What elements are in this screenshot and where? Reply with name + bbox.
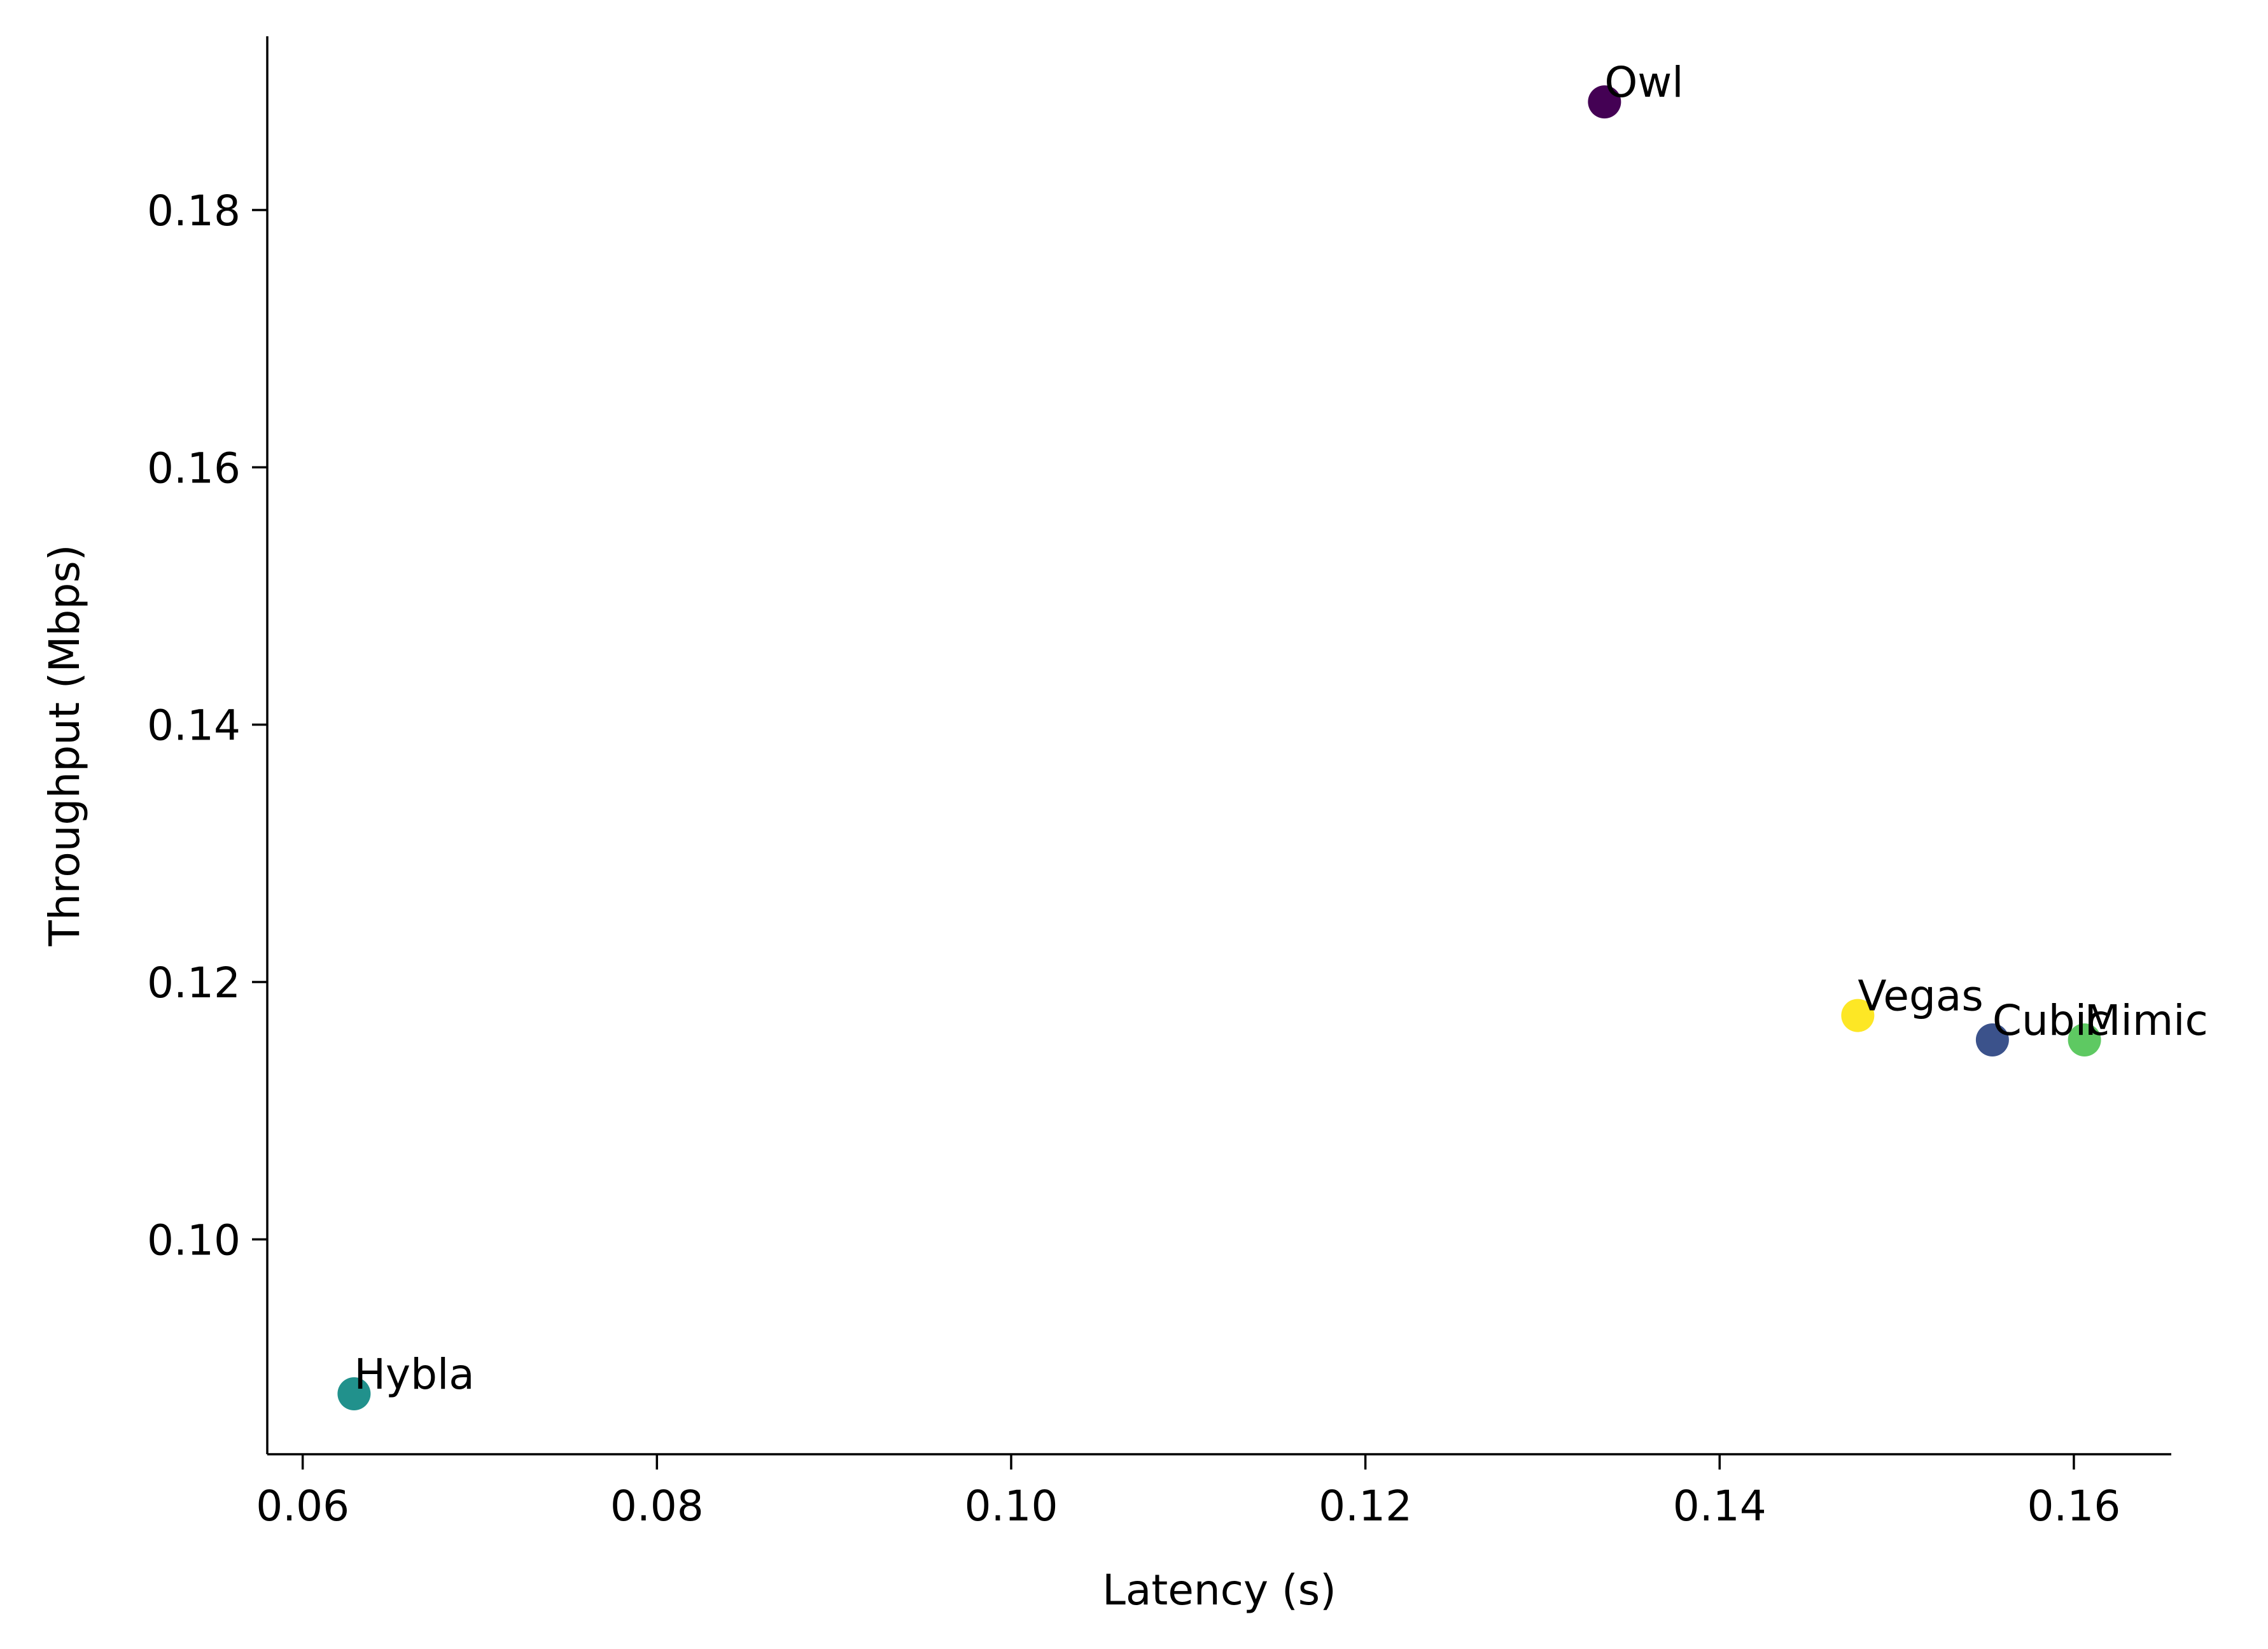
x-tick-label: 0.12 [1319, 1482, 1412, 1531]
x-axis-ticks: 0.06 0.08 0.10 0.12 0.14 0.16 [256, 1454, 2120, 1531]
y-tick-label: 0.16 [147, 444, 241, 493]
point-label-cubic: Cubic [1992, 996, 2110, 1045]
x-tick-label: 0.08 [610, 1482, 704, 1531]
y-tick-label: 0.12 [147, 958, 241, 1007]
data-points [337, 85, 2101, 1410]
data-point-owl [1588, 85, 1621, 119]
point-label-hybla: Hybla [354, 1350, 474, 1399]
y-axis-title: Throughput (Mbps) [40, 545, 89, 947]
axes [266, 36, 2171, 1456]
point-label-vegas: Vegas [1858, 972, 1983, 1021]
point-label-owl: Owl [1604, 58, 1683, 107]
x-tick-label: 0.14 [1673, 1482, 1767, 1531]
data-point-mimic [2068, 1023, 2101, 1056]
x-tick-label: 0.16 [2027, 1482, 2120, 1531]
point-labels: Owl Cubic Hybla Mimic Vegas [354, 58, 2208, 1399]
x-tick-label: 0.06 [256, 1482, 349, 1531]
data-point-cubic [1975, 1023, 2009, 1056]
data-point-hybla [337, 1377, 371, 1410]
x-axis-title: Latency (s) [1102, 1566, 1336, 1615]
point-label-mimic: Mimic [2085, 996, 2208, 1045]
data-point-vegas [1841, 999, 1875, 1032]
y-tick-label: 0.10 [147, 1216, 241, 1265]
y-axis-ticks: 0.10 0.12 0.14 0.16 0.18 [147, 186, 267, 1265]
y-tick-label: 0.18 [147, 186, 241, 235]
x-tick-label: 0.10 [964, 1482, 1058, 1531]
y-tick-label: 0.14 [147, 701, 241, 750]
